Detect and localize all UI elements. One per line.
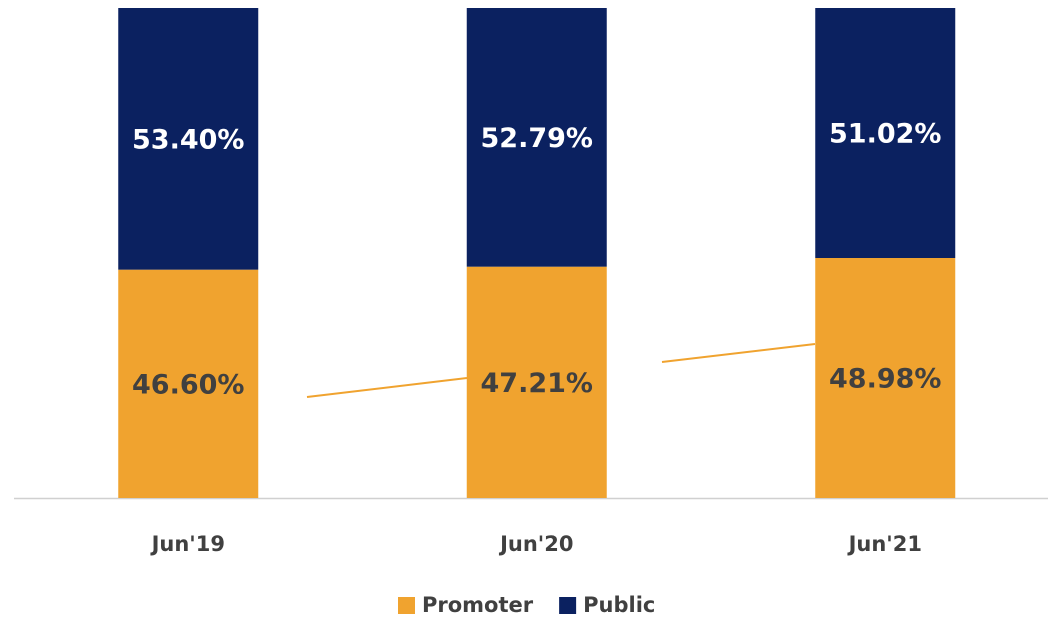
bar-segment — [815, 257, 956, 498]
legend-label: Promoter — [422, 593, 534, 617]
data-label: 52.79% — [481, 123, 593, 154]
data-label: 47.21% — [481, 368, 593, 399]
bar-segment — [466, 266, 607, 498]
bar-segment — [466, 8, 607, 267]
connector — [661, 343, 816, 363]
bar-segment — [118, 8, 259, 270]
connector — [306, 377, 468, 398]
legend-swatch — [398, 597, 415, 614]
x-tick-label: Jun'21 — [847, 532, 922, 556]
data-label: 46.60% — [132, 369, 244, 400]
legend-label: Public — [583, 593, 655, 617]
data-label: 53.40% — [132, 124, 244, 155]
legend-swatch — [559, 597, 577, 614]
x-tick-label: Jun'20 — [498, 532, 573, 556]
data-label: 51.02% — [829, 118, 941, 149]
x-tick-label: Jun'19 — [150, 532, 225, 556]
data-label: 48.98% — [829, 363, 941, 394]
bar-segment — [118, 269, 259, 498]
bar-segment — [815, 8, 956, 258]
